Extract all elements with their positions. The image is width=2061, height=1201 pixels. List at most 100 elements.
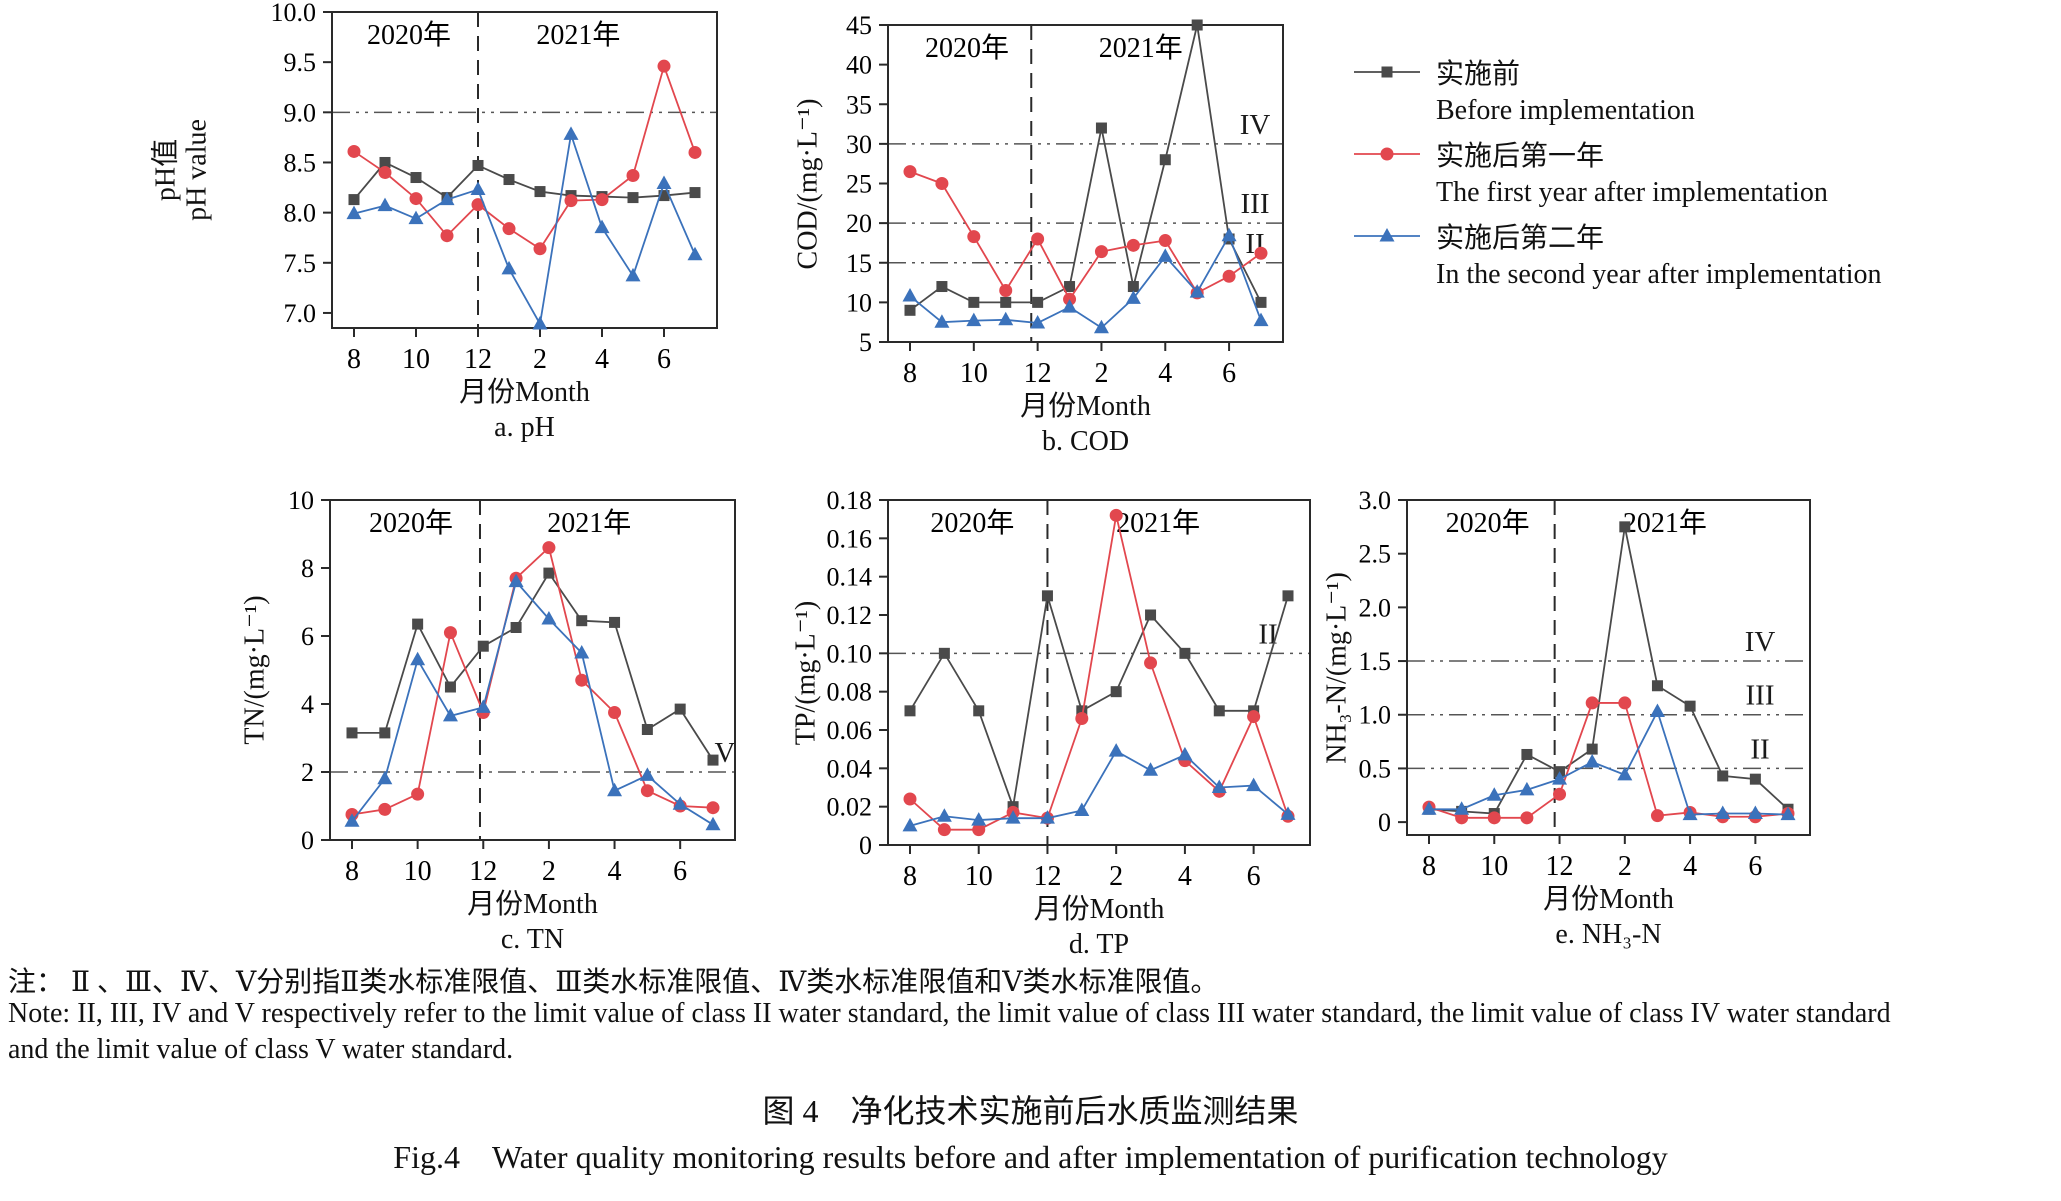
marker-triangle [541,611,557,625]
x-tick-label: 2 [542,856,556,887]
x-tick-label: 4 [608,856,622,887]
x-tick-label: 12 [1033,861,1061,892]
legend-marker-year2-icon [1354,228,1420,242]
marker-square [1619,521,1631,533]
marker-triangle [532,315,548,330]
marker-triangle [625,267,641,282]
marker-circle [1618,696,1632,710]
marker-triangle [1519,781,1535,796]
y-tick-label: 0.5 [1359,754,1392,783]
marker-triangle [410,651,426,666]
chart-tn-sublabel: c. TN [500,924,565,955]
marker-triangle [574,645,590,659]
legend-label-year1-en: The first year after implementation [1436,177,1828,208]
series-year1 [347,59,702,256]
series-line-year2 [353,134,696,327]
chart-ph: pH值 pH value 2020年 2021年 7.0 7.5 8.0 8.5 9.0 9.… [151,0,718,443]
marker-square [412,618,424,630]
marker-triangle [408,210,424,225]
y-tick-label: 5 [859,328,872,357]
marker-square [444,681,456,693]
x-tick-label: 12 [1024,358,1052,389]
marker-circle [411,787,425,801]
marker-circle [1158,234,1172,248]
year-label-2021: 2021年 [547,507,631,539]
marker-triangle [1030,314,1046,329]
year-label-2020: 2020年 [369,507,453,539]
y-tick-label: 7.5 [284,249,317,278]
marker-circle [1585,696,1599,710]
standard-limit-label: II [1258,618,1277,650]
legend-entry-before: 实施前 Before implementation [1352,52,1881,130]
marker-triangle [594,219,610,234]
marker-square [503,174,515,186]
chart-tp-x-axis-label: 月份Month [1033,894,1165,925]
marker-triangle [1062,299,1078,313]
marker-square [1145,609,1157,621]
y-tick-label: 20 [846,209,872,238]
marker-triangle [1454,801,1470,815]
standard-limit-label: III [1241,188,1270,220]
chart-cod: COD/(mg·L⁻¹) IV III II 2020年 2021年 5 10 15 20 25 3… [792,11,1284,457]
x-tick-label: 4 [1158,358,1172,389]
marker-circle [443,626,457,640]
marker-triangle [1421,801,1437,815]
note-cn: 注： Ⅱ 、Ⅲ、Ⅳ、Ⅴ分别指Ⅱ类水标准限值、Ⅲ类水标准限值、Ⅳ类水标准限值和Ⅴ类… [8,967,1219,998]
y-tick-label: 0.02 [827,793,873,822]
marker-circle [937,823,951,837]
marker-circle [967,230,981,244]
y-tick-label: 0 [1378,808,1391,837]
marker-triangle [475,699,491,713]
marker-square [379,156,391,168]
marker-circle [903,792,917,806]
year-label-2021: 2021年 [536,19,620,51]
x-tick-label: 10 [402,344,430,375]
marker-square [576,615,588,627]
y-tick-label: 45 [846,11,872,40]
chart-ph-y-axis-label: pH值 pH value [150,119,213,221]
marker-circle [378,166,392,180]
marker-square [410,172,422,184]
marker-square [472,159,484,171]
y-tick-label: 4 [301,690,314,719]
marker-triangle [563,126,579,140]
y-tick-label: 3.0 [1359,486,1392,515]
series-year2 [344,573,721,831]
marker-triangle [1649,703,1665,718]
marker-triangle [1682,806,1698,821]
x-tick-label: 4 [1683,851,1697,882]
standard-limit-label: IV [1240,109,1271,141]
x-tick-label: 12 [1546,851,1574,882]
x-tick-label: 2 [533,344,547,375]
series-line-year1 [353,63,696,250]
marker-triangle [1780,806,1796,821]
caption-en: Fig.4 Water quality monitoring results b… [393,1139,1668,1175]
marker-square [1213,705,1225,717]
standard-limit-label: III [1746,680,1775,712]
series-line-year2 [351,579,714,826]
series-year1 [345,541,720,821]
y-tick-label: 7.0 [284,299,317,328]
marker-triangle [1039,810,1055,824]
marker-circle [608,706,622,719]
marker-circle [542,541,556,555]
x-tick-label: 2 [1618,851,1632,882]
marker-square [1717,770,1729,782]
legend-label-before-en: Before implementation [1436,95,1695,126]
year-label-2020: 2020年 [925,32,1009,64]
marker-triangle [934,314,950,328]
x-tick-label: 8 [1422,851,1436,882]
plot-frame [1406,499,1811,836]
marker-circle [1031,232,1045,246]
plot-frame [331,11,718,329]
y-tick-label: 35 [846,90,872,119]
standard-limit-label: V [715,737,736,769]
legend: 实施前 Before implementation 实施后第一年 The fir… [1352,52,1881,298]
series-year2 [902,743,1296,832]
marker-square [1586,743,1598,755]
marker-square [346,727,358,739]
marker-square [543,567,555,579]
marker-triangle [672,796,688,810]
